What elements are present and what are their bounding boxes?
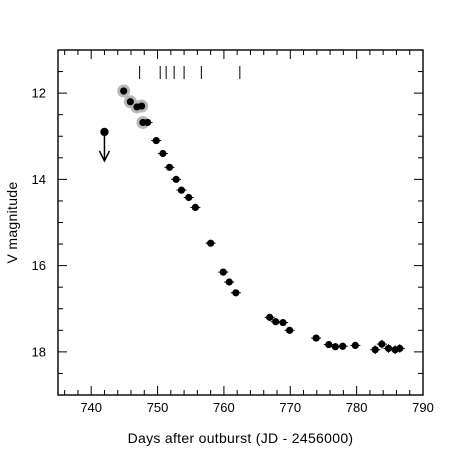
x-tick-label: 790 — [412, 400, 434, 415]
event-markers — [139, 66, 241, 79]
tick-labels: 740 750 760 770 780 790 12 14 16 18 — [32, 86, 434, 415]
data-point — [279, 318, 287, 327]
data-point — [165, 163, 174, 171]
data-point — [384, 344, 393, 353]
y-tick-label: 12 — [32, 86, 46, 101]
axis-ticks — [58, 50, 424, 396]
data-points — [120, 87, 404, 354]
data-point — [185, 193, 193, 202]
data-point — [143, 118, 152, 127]
y-tick-label: 18 — [32, 344, 46, 359]
error-bars — [118, 89, 405, 355]
x-tick-label: 740 — [80, 400, 102, 415]
upper-limit — [98, 127, 111, 163]
x-axis-label: Days after outburst (JD - 2456000) — [128, 430, 354, 446]
data-point — [325, 340, 333, 349]
data-point — [339, 342, 347, 350]
data-point — [126, 98, 134, 106]
data-point — [272, 318, 280, 326]
x-tick-label: 770 — [279, 400, 301, 415]
data-point — [152, 136, 160, 145]
data-point — [331, 343, 339, 351]
data-point — [312, 334, 320, 342]
data-point — [172, 175, 180, 183]
x-tick-label: 780 — [346, 400, 368, 415]
data-point — [191, 203, 199, 212]
data-point — [177, 186, 186, 194]
x-tick-label: 750 — [147, 400, 169, 415]
data-point — [378, 340, 386, 348]
y-axis-label: V magnitude — [4, 182, 20, 264]
plot-frame — [57, 49, 424, 396]
data-point — [225, 278, 233, 286]
data-point — [219, 268, 227, 276]
data-point — [138, 102, 146, 110]
y-tick-label: 16 — [32, 258, 46, 273]
data-point — [159, 149, 167, 158]
data-point — [371, 346, 379, 354]
y-tick-label: 14 — [32, 172, 46, 187]
data-point — [207, 239, 215, 247]
data-point — [266, 313, 274, 321]
data-point — [120, 87, 128, 95]
data-point — [232, 289, 240, 297]
data-point — [396, 344, 404, 353]
x-tick-label: 760 — [213, 400, 235, 415]
data-point — [351, 341, 359, 350]
data-point — [286, 326, 294, 334]
upper-limit-arrow-head — [98, 150, 111, 163]
